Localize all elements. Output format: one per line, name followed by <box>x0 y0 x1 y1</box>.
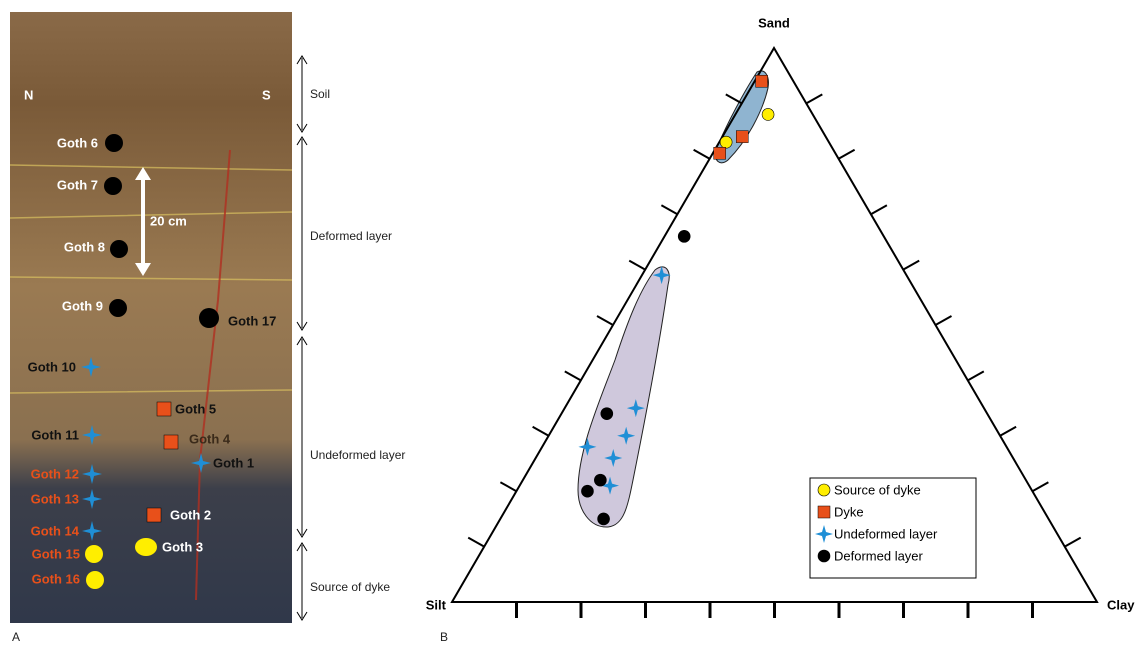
sample-label: Goth 9 <box>62 298 103 313</box>
sample-label: Goth 2 <box>170 507 211 522</box>
point <box>719 135 733 149</box>
point <box>677 230 691 243</box>
scale-label: 20 cm <box>150 213 187 228</box>
legend-label: Source of dyke <box>834 482 921 497</box>
scale-arrow-heads <box>135 167 151 276</box>
ternary-frame <box>450 46 1099 603</box>
point <box>736 130 749 143</box>
zone-label: Undeformed layer <box>310 448 405 462</box>
sample-label: Goth 7 <box>57 177 98 192</box>
point <box>755 74 768 88</box>
tick <box>660 204 678 216</box>
point <box>652 266 671 285</box>
tick <box>838 148 856 160</box>
legend <box>809 477 977 579</box>
sample-label: Goth 8 <box>64 239 105 254</box>
tick <box>628 259 646 271</box>
sample-label: Goth 10 <box>28 359 76 374</box>
axis-label: Sand <box>758 15 790 30</box>
tick <box>596 315 614 326</box>
point <box>604 448 623 467</box>
point <box>581 484 594 498</box>
point <box>713 147 726 160</box>
sample-label: Goth 12 <box>31 466 79 481</box>
sample-label: Goth 3 <box>162 539 203 554</box>
point <box>597 512 610 526</box>
legend-label: Dyke <box>834 504 864 519</box>
sample-markers <box>81 134 219 589</box>
sample-label: Goth 5 <box>175 401 216 416</box>
tick <box>967 370 985 382</box>
tick <box>532 425 550 437</box>
point <box>761 108 775 121</box>
sample-label: Goth 14 <box>31 523 80 538</box>
tick <box>902 259 920 271</box>
panel-label: B <box>440 630 448 644</box>
point <box>578 437 597 456</box>
sample-label: Goth 13 <box>31 491 79 506</box>
point <box>600 407 614 420</box>
tick <box>564 370 582 382</box>
zone-brackets <box>296 55 308 621</box>
point <box>817 505 831 519</box>
sample-label: Goth 15 <box>32 546 80 561</box>
point <box>817 483 831 497</box>
tick <box>693 148 711 160</box>
sample-label: Goth 6 <box>57 135 98 150</box>
zone-label: Deformed layer <box>310 229 392 243</box>
photo: 20 cm N S Goth 1 Goth 2 Goth 3 Goth 4 Go… <box>9 12 293 623</box>
sample-label: Goth 1 <box>213 455 254 470</box>
sample-label: Goth 16 <box>32 571 80 586</box>
tick <box>935 315 952 326</box>
tick <box>467 536 485 548</box>
panel-label: A <box>12 630 20 644</box>
point <box>817 549 831 563</box>
point <box>594 473 607 487</box>
sample-label: Goth 11 <box>31 427 79 442</box>
zone-label: Soil <box>310 87 330 101</box>
tick <box>870 204 888 216</box>
point <box>626 399 645 418</box>
compass-label: N <box>24 87 33 102</box>
legend-label: Undeformed layer <box>834 526 938 541</box>
point <box>815 525 833 543</box>
tick <box>805 93 823 105</box>
axis-label: Silt <box>426 597 447 612</box>
tick <box>725 93 743 105</box>
compass-label: S <box>262 87 271 102</box>
legend-label: Deformed layer <box>834 548 924 563</box>
sample-label: Goth 17 <box>228 313 276 328</box>
tick <box>1064 536 1082 548</box>
string-lines <box>9 164 293 394</box>
zone-label: Source of dyke <box>310 580 390 594</box>
tick <box>1031 481 1049 493</box>
axis-label: Clay <box>1107 597 1135 612</box>
dyke-line <box>195 149 231 601</box>
tick <box>499 481 517 493</box>
sample-label: Goth 4 <box>189 431 231 446</box>
tick <box>999 425 1017 437</box>
point <box>617 426 636 445</box>
host-envelope <box>577 266 670 528</box>
point <box>601 476 620 495</box>
